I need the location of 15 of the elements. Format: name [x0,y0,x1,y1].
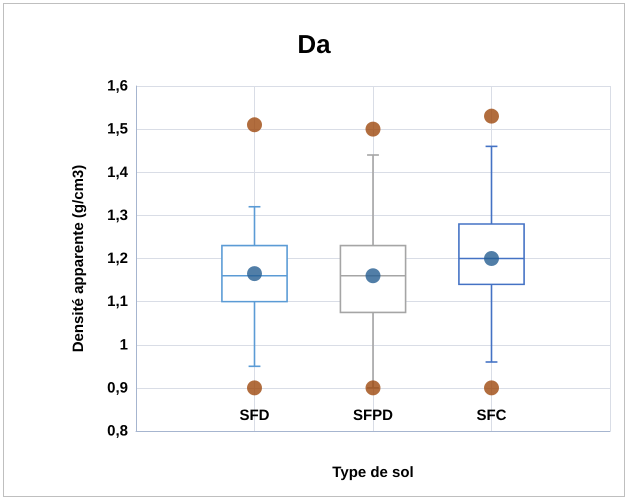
x-tick-label: SFPD [352,407,394,424]
y-axis-title: Densité apparente (g/cm3) [70,164,87,352]
y-tick-label: 1,6 [107,78,128,94]
y-tick-label: 0,8 [107,422,128,440]
x-tick-label: SFC [476,407,507,424]
y-tick-label: 1 [120,336,128,354]
y-tick-label: 1,4 [107,164,129,181]
y-tick-label: 1,3 [107,206,128,224]
chart-title: Da [297,29,332,59]
y-tick-label: 0,9 [107,379,128,396]
x-tick-label: SFD [240,407,270,424]
y-tick-label: 1,2 [107,250,128,267]
x-axis-title: Type de sol [332,464,414,481]
y-tick-label: 1,1 [107,293,128,310]
y-tick-label: 1,5 [107,120,128,138]
